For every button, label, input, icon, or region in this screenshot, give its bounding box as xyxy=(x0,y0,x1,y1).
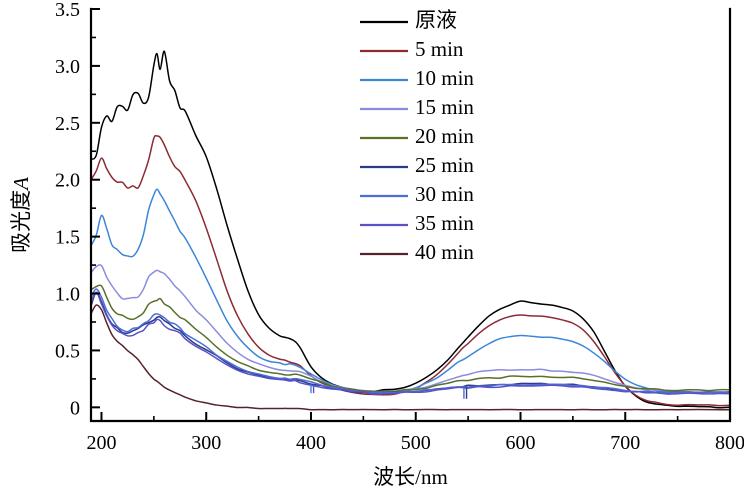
y-tick-label: 2.0 xyxy=(55,170,80,192)
y-tick-label: 0 xyxy=(70,397,80,419)
legend-label: 15 min xyxy=(415,95,474,119)
legend-label: 30 min xyxy=(415,182,474,206)
x-tick-label: 600 xyxy=(505,432,535,454)
x-tick-label: 400 xyxy=(296,432,326,454)
series-line xyxy=(90,284,731,393)
axis-frame xyxy=(89,7,732,423)
x-tick-label: 200 xyxy=(86,432,116,454)
y-tick-label: 1.5 xyxy=(55,227,80,249)
legend-label: 40 min xyxy=(415,240,474,264)
legend-label: 原液 xyxy=(415,8,457,32)
x-tick-label: 700 xyxy=(610,432,640,454)
y-tick-label: 0.5 xyxy=(55,340,80,362)
series-line xyxy=(90,304,731,411)
series-line xyxy=(90,188,731,394)
series-line xyxy=(90,134,731,407)
series-line xyxy=(90,291,731,394)
series-layer xyxy=(90,50,731,411)
y-tick-label: 3.0 xyxy=(55,56,80,78)
chart-legend: 原液 5 min 10 min 15 min 20 min 25 min 30 min 35 … xyxy=(360,8,474,264)
legend-label: 20 min xyxy=(415,124,474,148)
legend-label: 25 min xyxy=(415,153,474,177)
y-tick-label: 2.5 xyxy=(55,113,80,135)
series-line xyxy=(90,264,731,393)
x-axis-title: 波长/nm xyxy=(373,465,448,489)
axes-layer xyxy=(89,7,732,423)
y-tick-label: 1.0 xyxy=(55,284,80,306)
y-tick-label: 3.5 xyxy=(55,0,80,21)
axis-labels-layer: 0 0.5 1.0 1.5 2.0 2.5 3.0 3.5 200 300 400 500 600 700… xyxy=(9,0,744,489)
y-axis-title: 吸光度A xyxy=(9,177,33,253)
legend-label: 5 min xyxy=(415,37,464,61)
x-tick-label: 300 xyxy=(191,432,221,454)
legend-label: 35 min xyxy=(415,211,474,235)
x-tick-label: 500 xyxy=(401,432,431,454)
x-tick-label: 800 xyxy=(715,432,744,454)
legend-label: 10 min xyxy=(415,66,474,90)
series-line xyxy=(90,50,731,409)
series-line xyxy=(90,291,731,395)
